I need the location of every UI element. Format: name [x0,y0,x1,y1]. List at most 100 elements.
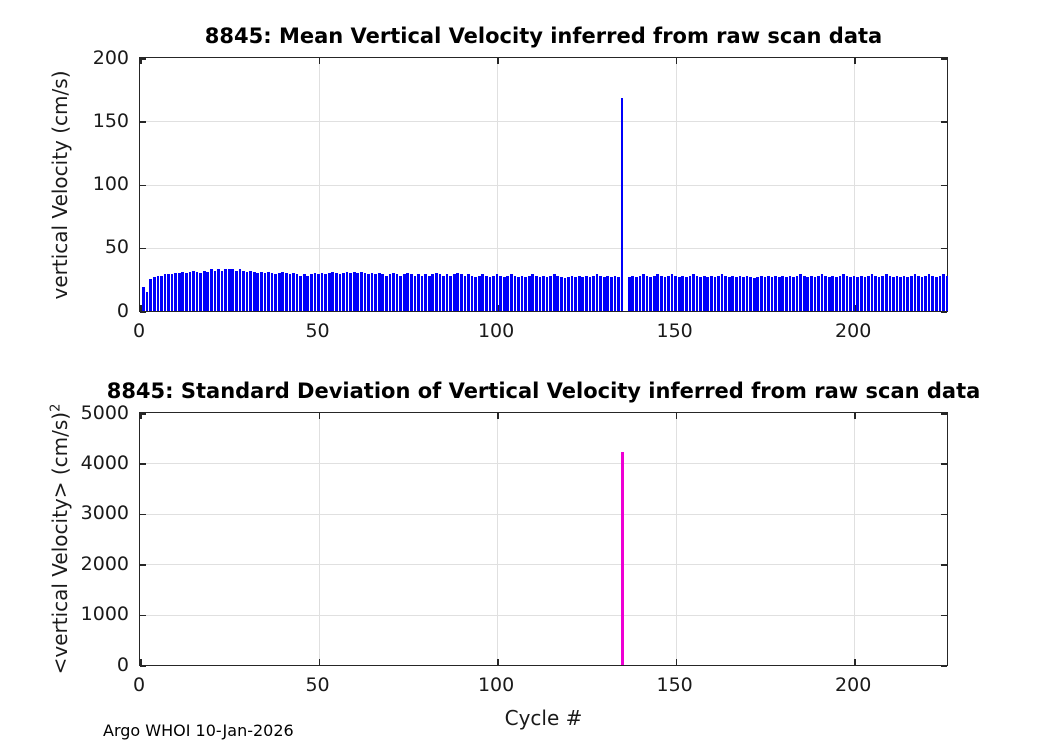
bar [220,270,224,311]
bar [142,286,145,311]
bar [927,274,931,311]
bar [913,274,917,311]
bar [349,273,352,311]
bar [659,275,663,311]
bar [834,276,838,311]
x-tick-mark [318,413,321,419]
bar [431,274,435,311]
std-velocity-chart: 8845: Standard Deviation of Vertical Vel… [48,379,980,730]
bar [599,275,602,311]
bar [399,275,402,311]
bar [435,273,438,311]
bar [906,276,910,311]
bar [859,275,863,311]
x-gridline [675,58,677,311]
bar [699,276,702,311]
bar [456,273,460,311]
bar [188,271,192,311]
y-tick-mark [941,564,947,566]
bar [267,271,270,311]
bar [595,274,599,311]
bar [706,276,710,311]
x-tick-label: 100 [477,320,515,342]
bar [285,273,288,311]
bar [584,275,588,311]
bar [520,275,524,311]
bar [499,275,502,311]
bar [642,274,645,311]
bar [667,275,670,311]
bar [274,274,278,311]
std-chart-plot-area [139,412,948,667]
bar [606,275,610,311]
bar [881,275,885,311]
bar [477,275,481,311]
bar [942,274,945,311]
bar [149,279,153,311]
bar [224,269,228,311]
y-tick-mark [140,121,146,123]
bar [302,274,306,311]
bar [820,274,824,311]
bar [195,271,199,311]
bar [759,275,763,311]
bar [206,271,210,311]
y-tick-label: 100 [92,173,129,195]
bar [145,292,149,311]
bar [806,276,810,311]
y-gridline [140,463,947,465]
bar [492,275,495,311]
std-chart-ylabel-superscript: 2 [48,403,64,412]
bar [777,276,781,311]
bar [374,274,377,311]
bar [517,276,520,311]
bar [424,274,427,311]
bar [356,273,360,311]
bar [270,273,274,311]
bar [538,276,542,311]
bar [299,275,303,311]
bar [813,276,817,311]
bar [342,273,345,311]
bar [681,275,685,311]
bar [931,275,935,311]
bar [863,276,867,311]
bar [192,270,195,311]
bar [410,274,413,311]
bar [645,275,649,311]
bar [377,273,381,311]
y-tick-mark [941,58,947,60]
bar [867,275,870,311]
bar [877,276,881,311]
bar [513,275,517,311]
bar [395,274,399,311]
footer-annotation: Argo WHOI 10-Jan-2026 [103,721,294,740]
bar [388,274,392,311]
bar [795,275,799,311]
x-tick-label: 50 [305,320,330,342]
bar [413,275,417,311]
bar [592,275,595,311]
bar [802,275,806,311]
bar [831,275,835,311]
x-axis-label: Cycle # [504,706,583,730]
x-tick-mark [854,413,856,419]
y-tick-mark [140,311,146,313]
y-tick-label: 150 [92,109,129,132]
bar [799,274,802,311]
bar [617,276,620,311]
x-tick-label: 0 [132,674,146,696]
bar [156,275,160,311]
bar [295,274,299,311]
bar [924,275,927,311]
x-gridline [675,413,677,665]
bar [345,271,349,311]
x-tick-mark [675,58,678,64]
bar [324,274,328,311]
bar [320,273,324,311]
y-tick-label: 3000 [80,502,129,525]
bar [177,273,181,311]
y-gridline [140,184,947,186]
x-tick-label: 150 [656,320,693,342]
bar [338,274,342,311]
